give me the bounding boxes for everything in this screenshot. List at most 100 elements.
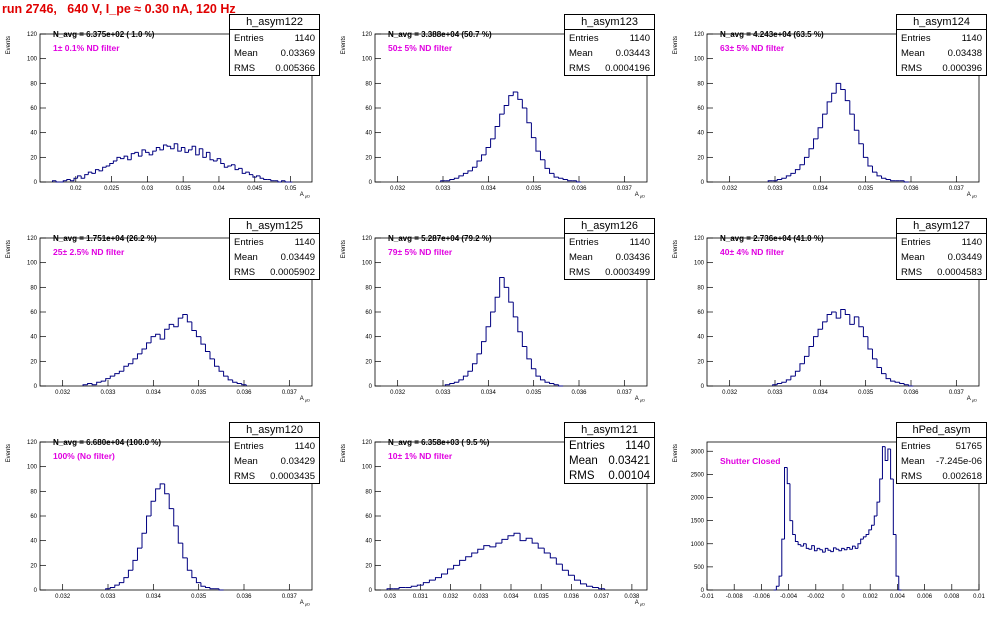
histogram-bin <box>544 379 550 383</box>
histogram-bin <box>794 169 800 174</box>
histogram-bin <box>885 373 891 380</box>
histogram-bins <box>444 276 564 387</box>
histogram-pad-h_asym122: 0 20 40 60 80 100 120 Events 0.02 0.025 0.03 0.035 0… <box>0 14 325 222</box>
x-axis-label: AμD <box>635 192 645 199</box>
histogram-bin <box>444 384 450 386</box>
histogram-bin <box>508 287 514 303</box>
histogram-bin <box>776 179 782 181</box>
x-tick-label: 0.032 <box>390 390 406 396</box>
histogram-bin <box>150 336 156 343</box>
histogram-bin <box>218 588 224 591</box>
histogram-bin <box>238 167 243 170</box>
x-tick-label: 0.036 <box>571 186 587 192</box>
stats-key: Mean <box>901 252 925 263</box>
histogram-bin <box>98 169 103 172</box>
histogram-bin <box>490 138 496 148</box>
stats-value: 0.03449 <box>947 252 982 263</box>
histogram-bin <box>811 545 815 550</box>
histogram-bin <box>200 336 206 345</box>
histogram-bin <box>898 576 902 591</box>
histogram-bin <box>539 376 545 381</box>
stats-key: Entries <box>901 33 931 44</box>
histogram-bin <box>449 179 455 181</box>
histogram-bin <box>422 582 430 586</box>
histogram-bin <box>127 156 132 161</box>
histogram-bin <box>813 138 819 149</box>
histogram-bin <box>170 146 175 150</box>
histogram-bin <box>553 173 559 178</box>
histogram-plot: 0 20 40 60 80 100 120 Events 0.032 0.033 0.034 0.03… <box>6 236 313 403</box>
histogram-bin <box>867 336 873 350</box>
histogram-pad-h_asym124: 0 20 40 60 80 100 120 Events 0.032 0.033 0.034 0.03… <box>667 14 992 222</box>
histogram-bin <box>200 582 206 587</box>
stats-box: h_asym126 Entries 1140 Mean 0.03436 RMS 0.0003… <box>564 218 655 280</box>
histogram-bin <box>186 314 192 323</box>
x-tick-label: 0.05 <box>285 186 297 192</box>
histogram-bin <box>87 383 93 385</box>
histogram-bin <box>778 575 782 587</box>
histogram-bin <box>803 156 809 165</box>
histogram-bin <box>785 175 791 179</box>
y-tick-label: 40 <box>30 539 37 545</box>
histogram-bin <box>549 168 555 174</box>
histogram-bin <box>146 515 152 534</box>
histogram-bin <box>109 163 114 166</box>
histogram-bin <box>558 177 564 179</box>
x-tick-label: 0.036 <box>236 390 252 396</box>
histogram-bin <box>483 545 490 550</box>
x-tick-label: 0.025 <box>104 186 120 192</box>
x-tick-label: 0.03 <box>384 594 396 600</box>
y-tick-label: 80 <box>30 285 37 291</box>
stats-row-rms: RMS 0.0004196 <box>569 61 650 76</box>
stats-row-rms: RMS 0.0004583 <box>901 265 982 280</box>
histogram-bin <box>535 137 541 152</box>
histogram-bin <box>118 582 124 586</box>
histogram-bin <box>803 543 807 547</box>
histogram-bin <box>797 541 801 546</box>
histogram-bin <box>241 383 247 386</box>
histogram-bin <box>155 488 161 502</box>
histogram-bin <box>871 165 877 173</box>
histogram-bin <box>481 154 487 162</box>
histogram-bins <box>772 309 914 387</box>
stats-row-rms: RMS 0.005366 <box>234 61 315 76</box>
y-tick-label: 60 <box>697 310 704 316</box>
x-tick-label: 0.032 <box>55 594 71 600</box>
x-tick-label: 0.033 <box>435 390 451 396</box>
histogram-bin <box>526 108 532 124</box>
y-tick-label: 100 <box>694 261 705 267</box>
histogram-bin <box>781 381 787 384</box>
histogram-bin <box>410 585 418 588</box>
histogram-bin <box>790 172 796 176</box>
y-tick-label: 60 <box>365 514 372 520</box>
histogram-bin <box>148 152 153 156</box>
histogram-bin <box>840 83 846 90</box>
x-axis-label: AμD <box>635 396 645 403</box>
stats-row-mean: Mean 0.03443 <box>569 46 650 61</box>
histogram-bin <box>209 152 214 161</box>
histogram-bin <box>109 587 115 589</box>
stats-box: hPed_asym Entries 51765 Mean -7.245e-06 RMS 0.… <box>896 422 987 484</box>
y-tick-label: 120 <box>27 440 38 446</box>
x-tick-label: 0 <box>841 594 845 600</box>
histogram-bin <box>94 169 100 174</box>
histogram-bin <box>118 370 124 374</box>
histogram-bin <box>799 164 805 170</box>
histogram-bin <box>467 370 473 377</box>
histogram-bin <box>530 358 536 370</box>
histogram-bin <box>800 544 804 547</box>
filter-annotation: 10± 1% ND filter <box>388 451 453 461</box>
histogram-bin <box>252 174 257 178</box>
stats-key: Mean <box>901 456 925 467</box>
stats-row-rms: RMS 0.00104 <box>569 469 650 484</box>
x-tick-label: -0.002 <box>807 594 825 600</box>
x-tick-label: 0.006 <box>917 594 933 600</box>
histogram-bin <box>899 382 905 385</box>
histogram-name: h_asym124 <box>897 15 986 30</box>
y-tick-label: 40 <box>697 131 704 137</box>
x-tick-label: 0.037 <box>282 390 298 396</box>
histogram-bin <box>862 536 867 540</box>
stats-key: RMS <box>234 267 256 278</box>
stats-key: Entries <box>234 33 264 44</box>
x-tick-label: 0.031 <box>413 594 429 600</box>
